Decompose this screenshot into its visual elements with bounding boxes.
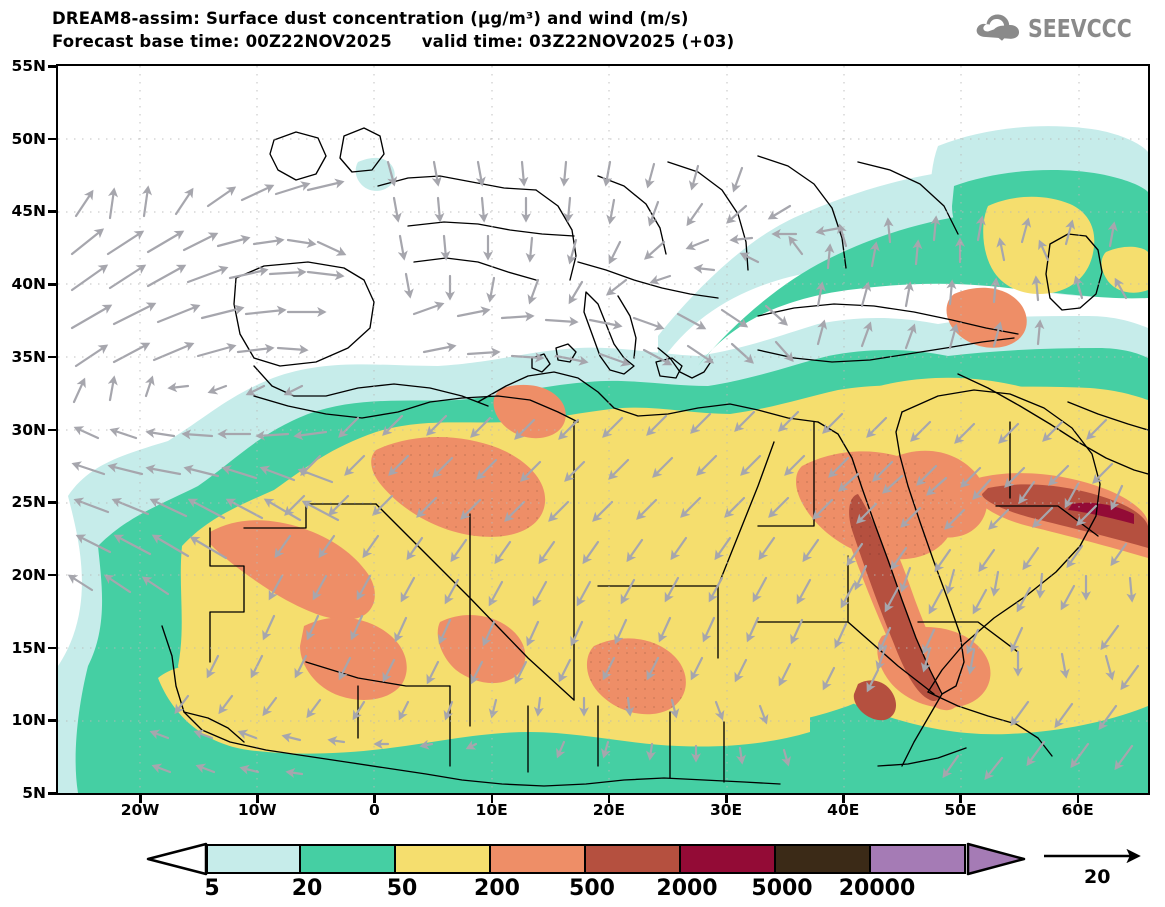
logo-text: SEEVCCC	[1028, 13, 1133, 43]
colorbar-segment[interactable]	[206, 844, 301, 874]
colorbar-segment[interactable]	[396, 844, 491, 874]
longitude-tick-label: 20E	[592, 801, 625, 819]
wind-vector-field	[67, 160, 1140, 781]
latitude-tick-label: 15N	[11, 638, 46, 657]
colorbar-segment[interactable]	[491, 844, 586, 874]
latitude-tick-label: 30N	[11, 420, 46, 439]
longitude-tick-mark	[490, 795, 494, 803]
latitude-tick-label: 25N	[11, 493, 46, 512]
latitude-tick-mark	[48, 65, 56, 68]
latitude-tick-label: 50N	[11, 129, 46, 148]
longitude-tick-label: 40E	[827, 801, 860, 819]
colorbar-segments[interactable]	[206, 844, 966, 874]
colorbar-segment[interactable]	[776, 844, 871, 874]
colorbar-tick-label: 20000	[838, 876, 916, 901]
colorbar-tick-label: 5000	[751, 876, 813, 901]
colorbar-segment[interactable]	[586, 844, 681, 874]
wind-reference-label: 20	[1084, 866, 1111, 888]
map-gridlines	[58, 66, 1148, 793]
wind-reference-arrow	[1044, 848, 1141, 864]
colorbar-extend-tips	[146, 842, 1026, 876]
longitude-tick-label: 10E	[475, 801, 508, 819]
longitude-tick-mark	[842, 795, 845, 803]
longitude-tick-mark	[373, 795, 376, 803]
latitude-tick-mark	[48, 501, 56, 504]
longitude-tick-label: 60E	[1061, 801, 1094, 819]
longitude-tick-label: 50E	[944, 801, 977, 819]
colorbar-tick-label: 50	[386, 876, 418, 901]
colorbar-tick-label: 500	[569, 876, 615, 901]
header: DREAM8-assim: Surface dust concentration…	[0, 0, 1165, 58]
longitude-tick-label: 10W	[237, 801, 277, 819]
latitude-tick-mark	[48, 355, 56, 359]
latitude-tick-mark	[48, 646, 56, 650]
colorbar-legend[interactable]: 5 20 50 200 500 2000 5000 20000	[0, 836, 1165, 906]
page-title: DREAM8-assim: Surface dust concentration…	[52, 9, 689, 28]
longitude-tick-mark	[1076, 795, 1080, 803]
latitude-tick-mark	[48, 573, 56, 577]
wind-scale-reference: 20	[1040, 846, 1150, 892]
latitude-tick-label: 5N	[22, 784, 46, 802]
cloud-icon	[977, 14, 1020, 41]
latitude-tick-mark	[48, 428, 56, 431]
latitude-tick-label: 55N	[11, 57, 46, 75]
latitude-tick-mark	[48, 792, 56, 795]
latitude-tick-label: 10N	[11, 711, 46, 730]
seevccc-logo: SEEVCCC	[974, 10, 1155, 46]
colorbar-segment[interactable]	[871, 844, 966, 874]
longitude-tick-label: 20W	[120, 801, 160, 819]
colorbar-tick-label: 200	[474, 876, 520, 901]
latitude-tick-label: 40N	[11, 275, 46, 294]
longitude-tick-mark	[139, 795, 142, 803]
latitude-tick-mark	[48, 137, 56, 141]
longitude-tick-label: 30E	[709, 801, 743, 819]
colorbar-segment[interactable]	[301, 844, 396, 874]
dust-concentration-map	[58, 66, 1148, 793]
colorbar-tick-label: 20	[291, 876, 323, 901]
latitude-tick-label: 35N	[11, 347, 46, 366]
latitude-tick-label: 45N	[11, 202, 46, 221]
map-plot-area[interactable]	[56, 64, 1150, 795]
longitude-tick-mark	[607, 795, 611, 803]
forecast-time-subtitle: Forecast base time: 00Z22NOV2025 valid t…	[52, 32, 735, 51]
latitude-tick-mark	[48, 210, 56, 213]
longitude-tick-label: 0	[369, 801, 380, 819]
latitude-tick-label: 20N	[11, 565, 46, 584]
latitude-tick-mark	[48, 283, 56, 286]
latitude-tick-mark	[48, 719, 56, 722]
colorbar-tick-label: 2000	[656, 876, 718, 901]
longitude-tick-mark	[256, 795, 259, 803]
longitude-tick-mark	[959, 795, 962, 803]
colorbar-segment[interactable]	[681, 844, 776, 874]
colorbar-tick-label: 5	[204, 876, 220, 901]
longitude-tick-mark	[725, 795, 728, 803]
